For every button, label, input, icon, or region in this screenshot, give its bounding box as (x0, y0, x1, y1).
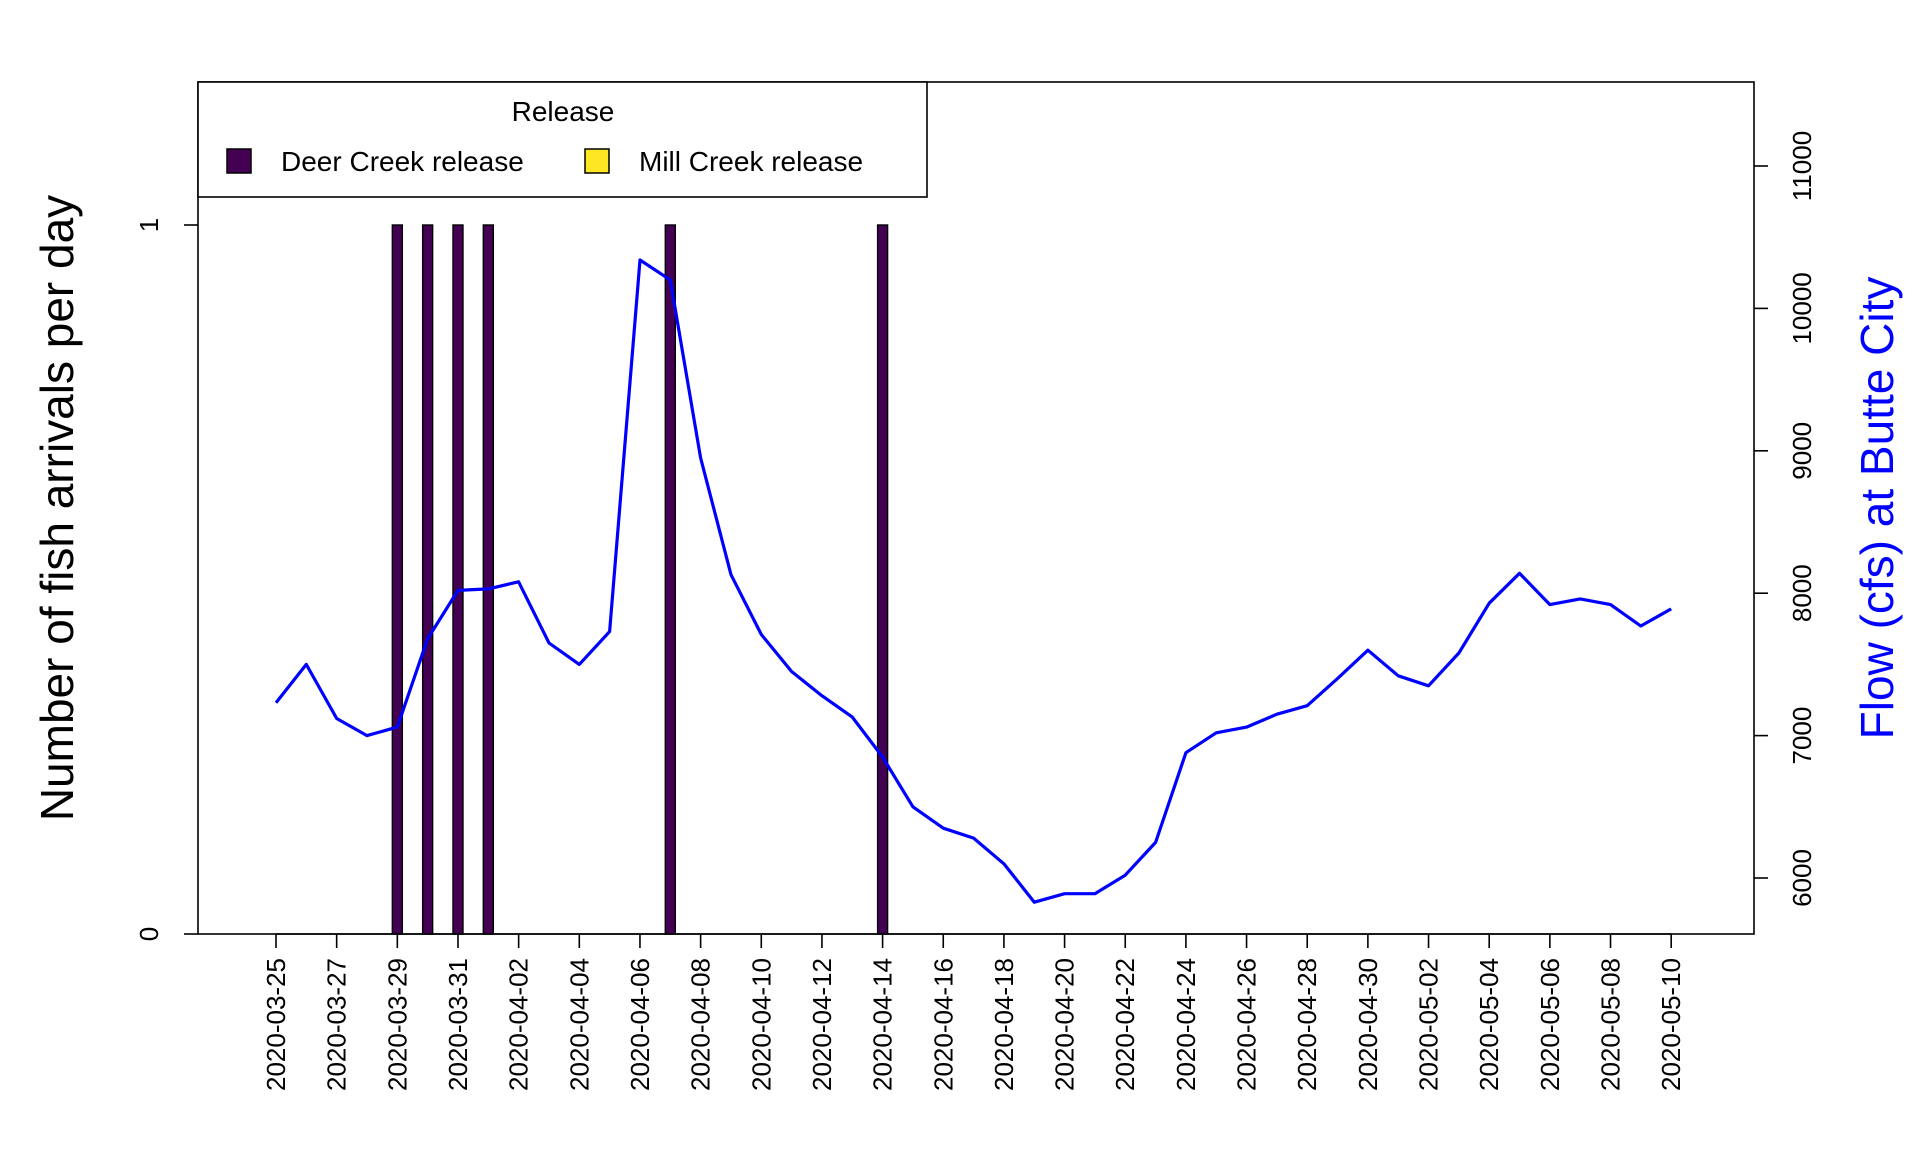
y-axis-title: Number of fish arrivals per day (31, 195, 83, 821)
y2-tick-label: 6000 (1787, 849, 1817, 907)
bar (876, 224, 889, 935)
legend-box (197, 81, 928, 198)
x-tick-label: 2020-04-30 (1353, 958, 1383, 1091)
legend-label-mill-creek: Mill Creek release (639, 146, 863, 177)
x-tick-label: 2020-05-10 (1656, 958, 1686, 1091)
bar (482, 224, 495, 935)
legend-swatch-deer-creek (226, 148, 252, 174)
y2-tick-label: 10000 (1787, 272, 1817, 344)
x-tick-label: 2020-03-27 (322, 958, 352, 1091)
bar (452, 224, 464, 935)
x-axis: 2020-03-25 2020-03-27 2020-03-29 2020-03-31… (261, 933, 1686, 1091)
x-tick-label: 2020-04-20 (1050, 958, 1080, 1091)
y2-tick-label: 11000 (1787, 131, 1817, 201)
y-tick-label: 1 (134, 218, 164, 232)
x-tick-label: 2020-05-04 (1474, 958, 1504, 1091)
legend: Release Deer Creek release Mill Creek re… (197, 81, 928, 198)
x-tick-label: 2020-04-02 (504, 958, 534, 1091)
y2-axis-title: Flow (cfs) at Butte City (1851, 277, 1903, 740)
bar (391, 224, 404, 935)
x-tick-label: 2020-04-14 (868, 958, 898, 1091)
x-tick-label: 2020-04-22 (1110, 958, 1140, 1091)
x-tick-label: 2020-04-24 (1171, 958, 1201, 1091)
x-tick-label: 2020-05-06 (1535, 958, 1565, 1091)
x-tick-label: 2020-03-25 (261, 958, 291, 1091)
flow-series-line (274, 258, 1672, 904)
x-tick-label: 2020-04-28 (1292, 958, 1322, 1091)
right-y-axis: 6000 7000 8000 9000 10000 11000 (1754, 131, 1817, 907)
y2-tick-label: 9000 (1787, 422, 1817, 480)
x-tick-label: 2020-04-10 (746, 958, 776, 1091)
x-tick-label: 2020-04-12 (807, 958, 837, 1091)
bar (664, 224, 676, 935)
x-tick-label: 2020-03-29 (382, 958, 412, 1091)
x-tick-label: 2020-04-16 (928, 958, 958, 1091)
left-y-axis: 01 (134, 218, 198, 941)
x-tick-label: 2020-04-26 (1232, 958, 1262, 1091)
legend-label-deer-creek: Deer Creek release (281, 146, 524, 177)
x-tick-label: 2020-04-18 (989, 958, 1019, 1091)
x-tick-label: 2020-05-02 (1414, 958, 1444, 1091)
bar-layer (391, 224, 889, 935)
y2-tick-label: 7000 (1787, 707, 1817, 765)
legend-title: Release (512, 96, 615, 127)
bar (421, 224, 434, 935)
y-tick-label: 0 (134, 927, 164, 941)
legend-swatch-mill-creek (584, 148, 610, 174)
y2-tick-label: 8000 (1787, 564, 1817, 622)
x-tick-label: 2020-05-08 (1596, 958, 1626, 1091)
x-tick-label: 2020-04-06 (625, 958, 655, 1091)
x-tick-label: 2020-04-08 (686, 958, 716, 1091)
x-tick-label: 2020-03-31 (443, 958, 473, 1091)
x-tick-label: 2020-04-04 (564, 958, 594, 1091)
